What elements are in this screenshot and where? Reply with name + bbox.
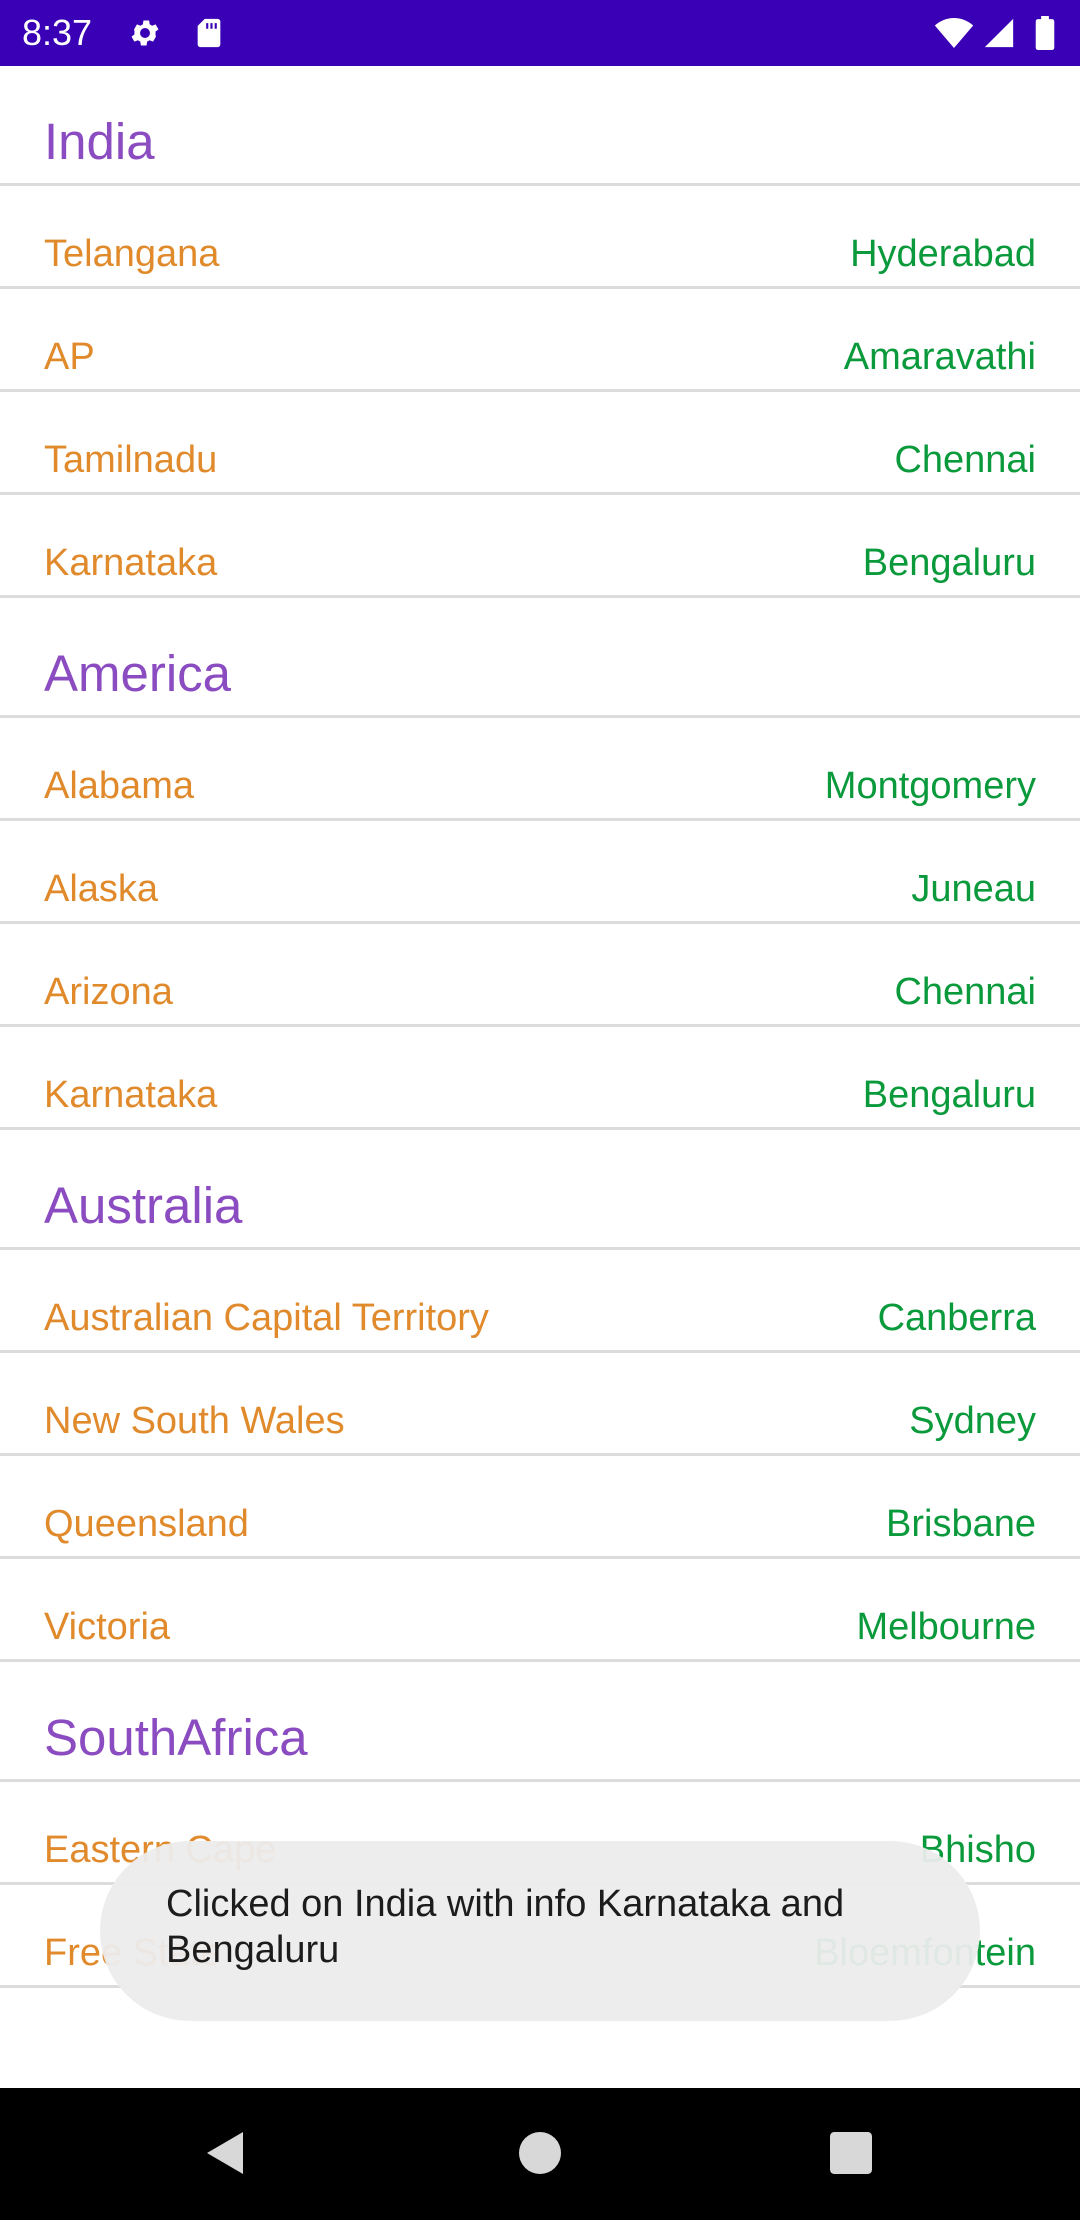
toast-text: Clicked on India with info Karnataka and… [166, 1883, 845, 1971]
wifi-icon [934, 16, 974, 50]
capital-name: Montgomery [824, 765, 1036, 807]
state-name: Tamilnadu [44, 439, 218, 481]
state-name: Karnataka [44, 1074, 218, 1116]
list-item[interactable]: Karnataka Bengaluru [0, 495, 1080, 598]
list-item[interactable]: New South Wales Sydney [0, 1353, 1080, 1456]
capital-name: Canberra [877, 1297, 1036, 1339]
group-header-southafrica[interactable]: SouthAfrica [0, 1662, 1080, 1782]
capital-name: Melbourne [856, 1606, 1036, 1648]
group-title: America [44, 645, 232, 702]
list-item[interactable]: Australian Capital Territory Canberra [0, 1250, 1080, 1353]
navigation-bar [0, 2088, 1080, 2220]
capital-name: Bengaluru [862, 1074, 1036, 1116]
capital-name: Brisbane [886, 1503, 1036, 1545]
state-name: Queensland [44, 1503, 249, 1545]
gear-icon [128, 16, 162, 50]
state-name: Alaska [44, 868, 159, 910]
state-name: Australian Capital Territory [44, 1297, 489, 1339]
list-item[interactable]: AP Amaravathi [0, 289, 1080, 392]
recents-icon[interactable] [806, 2108, 896, 2198]
capital-name: Bengaluru [862, 542, 1036, 584]
status-time: 8:37 [22, 12, 93, 53]
capital-name: Juneau [911, 868, 1036, 910]
state-name: Karnataka [44, 542, 218, 584]
state-name: Victoria [44, 1606, 171, 1648]
toast-message: Clicked on India with info Karnataka and… [100, 1841, 980, 2021]
capital-name: Chennai [894, 439, 1036, 481]
group-title: SouthAfrica [44, 1709, 308, 1766]
state-name: AP [44, 336, 95, 378]
capital-name: Amaravathi [843, 336, 1036, 378]
list-item[interactable]: Queensland Brisbane [0, 1456, 1080, 1559]
group-header-america[interactable]: America [0, 598, 1080, 718]
battery-icon [1034, 16, 1056, 50]
state-name: Alabama [44, 765, 194, 807]
status-bar: 8:37 [0, 0, 1080, 66]
home-icon[interactable] [495, 2108, 585, 2198]
list-item[interactable]: Alaska Juneau [0, 821, 1080, 924]
list-item[interactable]: Arizona Chennai [0, 924, 1080, 1027]
list-item[interactable]: Telangana Hyderabad [0, 186, 1080, 289]
signal-icon [982, 16, 1016, 50]
list-item[interactable]: Alabama Montgomery [0, 718, 1080, 821]
group-title: Australia [44, 1177, 243, 1234]
group-header-australia[interactable]: Australia [0, 1130, 1080, 1250]
list-item[interactable]: Tamilnadu Chennai [0, 392, 1080, 495]
expandable-list[interactable]: India Telangana Hyderabad AP Amaravathi … [0, 66, 1080, 1988]
capital-name: Hyderabad [850, 233, 1036, 275]
state-name: Telangana [44, 233, 220, 275]
state-name: Arizona [44, 971, 173, 1013]
group-title: India [44, 113, 155, 170]
list-item[interactable]: Victoria Melbourne [0, 1559, 1080, 1662]
back-icon[interactable] [180, 2108, 270, 2198]
sd-card-icon [192, 16, 226, 50]
capital-name: Sydney [909, 1400, 1036, 1442]
group-header-india[interactable]: India [0, 66, 1080, 186]
list-item[interactable]: Karnataka Bengaluru [0, 1027, 1080, 1130]
state-name: New South Wales [44, 1400, 345, 1442]
capital-name: Chennai [894, 971, 1036, 1013]
